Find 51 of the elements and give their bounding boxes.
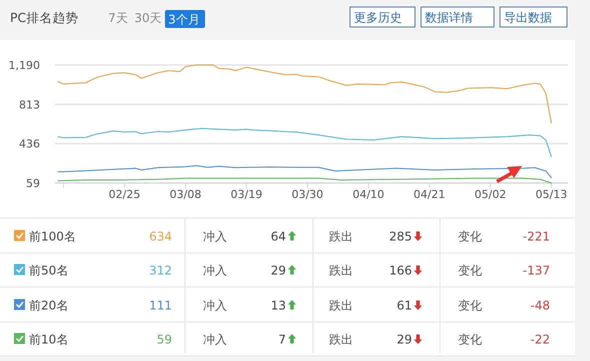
y-tick-label: 1,190 [8,59,40,72]
text: 59 [156,332,172,346]
text: 312 [149,264,172,278]
text: 61 [396,298,412,312]
text: 数据详情 [425,10,473,24]
text: 冲入 [203,264,227,278]
x-tick-label: 03/30 [292,188,324,201]
text: 3个月 [168,12,200,26]
text: 634 [149,230,172,244]
text: 更多历史 [354,10,402,24]
text: -48 [530,298,550,312]
text: 30天 [134,11,162,25]
text: 导出数据 [504,10,552,24]
y-tick-label: 59 [26,177,40,190]
text: -137 [522,264,550,278]
chart-title: PC排名趋势 [10,10,78,25]
text: 13 [270,298,286,312]
legend-label: 前50名 [29,264,68,278]
text: 冲入 [203,332,227,346]
text: 166 [389,264,412,278]
text: 变化 [458,298,482,312]
x-tick-label: 04/10 [352,188,384,201]
legend-label: 前20名 [29,298,68,312]
legend-label: 前100名 [29,230,76,244]
x-tick-label: 02/25 [108,188,140,201]
text: 111 [149,298,172,312]
text: 29 [270,264,286,278]
text: 变化 [458,230,482,244]
text: 跌出 [329,298,353,312]
text: 64 [270,230,286,244]
text: -221 [522,230,550,244]
text: -22 [530,332,550,346]
text: 冲入 [203,230,227,244]
x-tick-label: 05/13 [536,188,568,201]
text: 跌出 [329,264,353,278]
text: 冲入 [203,298,227,312]
x-tick-label: 04/21 [414,188,446,201]
x-tick-label: 05/02 [474,188,506,201]
legend-label: 前10名 [29,332,68,346]
text: 7 [278,332,286,346]
x-tick-label: 03/08 [170,188,202,201]
text: 7天 [108,11,128,25]
x-tick-label: 03/19 [230,188,262,201]
text: 跌出 [329,230,353,244]
text: 跌出 [329,332,353,346]
text: 变化 [458,332,482,346]
y-tick-label: 436 [19,138,40,151]
y-tick-label: 813 [19,98,40,112]
text: 变化 [458,264,482,278]
text: 29 [396,332,412,346]
text: 285 [389,230,412,244]
